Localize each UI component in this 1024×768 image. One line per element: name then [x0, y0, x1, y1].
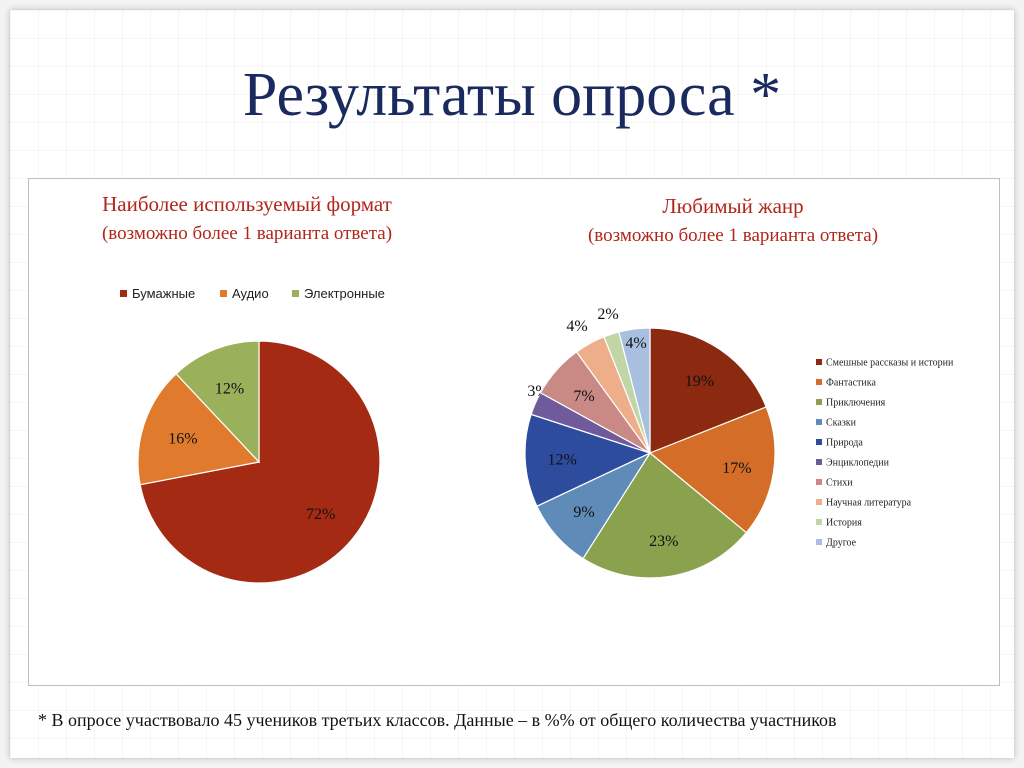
charts-svg: Наиболее используемый формат (возможно б… — [102, 192, 954, 584]
genre-slice-4 — [524, 413, 652, 508]
genre-legend-swatch-5 — [816, 459, 822, 465]
genre-label-4: 12% — [548, 452, 577, 469]
genre-legend-swatch-6 — [816, 479, 822, 485]
genre-legend-swatch-3 — [816, 419, 822, 425]
genre-legend-swatch-0 — [816, 359, 822, 365]
format-label-2: 12% — [215, 381, 244, 398]
genre-chart-title: Любимый жанр — [662, 194, 803, 218]
genre-label-6: 7% — [573, 388, 594, 405]
genre-label-3: 9% — [573, 504, 594, 521]
genre-legend-label-3: Сказки — [826, 418, 857, 429]
genre-label-1: 17% — [722, 460, 751, 477]
genre-label-7: 4% — [566, 318, 587, 335]
genre-legend: Смешные рассказы и истории Фантастика Прик… — [816, 358, 954, 549]
genre-label-9: 4% — [625, 335, 646, 352]
format-legend-label-2: Электронные — [304, 286, 385, 301]
genre-legend-swatch-8 — [816, 519, 822, 525]
format-slice-1 — [137, 372, 261, 486]
format-legend: Бумажные Аудио Электронные — [120, 286, 385, 301]
genre-legend-swatch-2 — [816, 399, 822, 405]
format-legend-swatch-2 — [292, 290, 299, 297]
genre-legend-swatch-9 — [816, 539, 822, 545]
genre-legend-swatch-7 — [816, 499, 822, 505]
chart-area: Наиболее используемый формат (возможно б… — [28, 178, 1000, 686]
genre-pie: 19%17%23%9%12%3% 7%4%2%4% — [524, 306, 776, 579]
format-chart-title: Наиболее используемый формат — [102, 192, 392, 216]
genre-slice-9 — [618, 327, 651, 454]
format-pie: 72% 16% 12% — [137, 340, 381, 584]
format-chart-subtitle: (возможно более 1 варианта ответа) — [102, 223, 392, 244]
genre-legend-label-6: Стихи — [826, 478, 853, 489]
format-legend-label-1: Аудио — [232, 286, 269, 301]
genre-legend-label-5: Энциклопедии — [826, 458, 890, 469]
genre-legend-label-2: Приключения — [826, 398, 886, 409]
genre-chart-subtitle: (возможно более 1 варианта ответа) — [588, 225, 878, 246]
genre-legend-label-4: Природа — [826, 438, 863, 449]
genre-legend-swatch-4 — [816, 439, 822, 445]
genre-label-8: 2% — [597, 306, 618, 323]
genre-legend-label-7: Научная литература — [826, 498, 912, 509]
format-label-0: 72% — [306, 506, 335, 523]
format-slice-2 — [175, 340, 260, 464]
format-legend-label-0: Бумажные — [132, 286, 195, 301]
genre-legend-label-9: Другое — [826, 538, 857, 549]
genre-label-0: 19% — [685, 373, 714, 390]
genre-slice-0 — [649, 327, 768, 454]
genre-label-2: 23% — [649, 533, 678, 550]
genre-legend-label-8: История — [826, 518, 862, 529]
genre-slice-1 — [648, 406, 776, 534]
format-legend-swatch-0 — [120, 290, 127, 297]
slide-title: Результаты опроса * — [242, 61, 782, 129]
genre-legend-label-0: Смешные рассказы и истории — [826, 358, 954, 369]
genre-slice-2 — [582, 452, 748, 579]
format-slice-0 — [139, 340, 381, 584]
genre-legend-label-1: Фантастика — [826, 378, 876, 389]
format-legend-swatch-1 — [220, 290, 227, 297]
format-label-1: 16% — [168, 430, 197, 447]
genre-legend-swatch-1 — [816, 379, 822, 385]
footnote: * В опросе участвовало 45 учеников треть… — [38, 710, 837, 730]
